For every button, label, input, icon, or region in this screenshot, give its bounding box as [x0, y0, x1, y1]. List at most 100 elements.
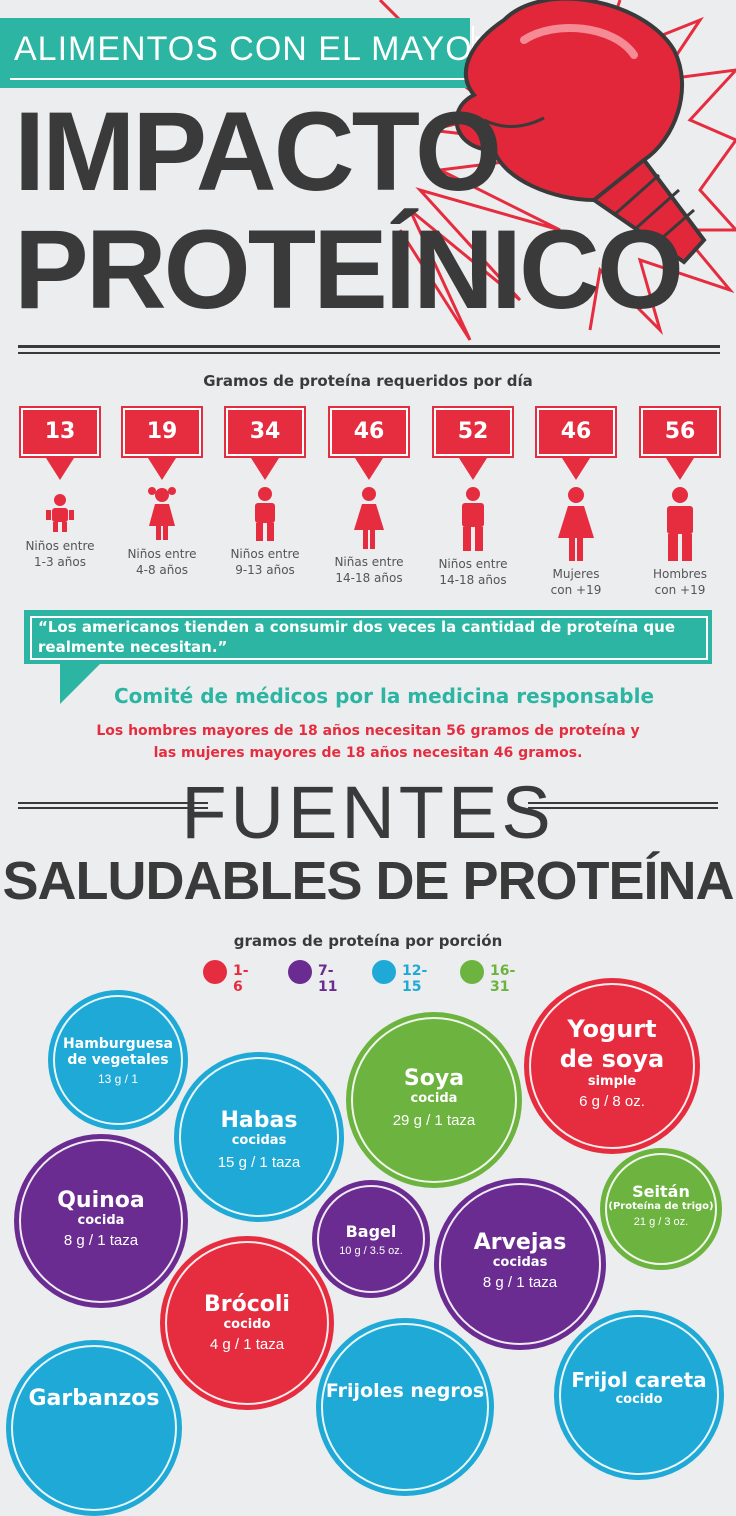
- requirement-value: 46: [330, 408, 408, 456]
- requirement-label: Niños entre: [127, 547, 197, 561]
- food-sub: cocida: [410, 1091, 458, 1106]
- section-title-line-1: FUENTES: [181, 771, 555, 854]
- note-line-2: las mujeres mayores de 18 años necesitan…: [153, 745, 583, 761]
- food-circle-soya: Soya cocida 29 g / 1 taza: [346, 1012, 522, 1188]
- requirement-age: 14-18 años: [335, 571, 403, 585]
- banner-text: ALIMENTOS CON EL MAYOR: [14, 30, 499, 68]
- food-sub: cocidas: [231, 1133, 287, 1148]
- requirement-item: 19 Niños entre 4-8 años: [117, 408, 207, 578]
- food-circle-habas: Habas cocidas 15 g / 1 taza: [174, 1052, 344, 1222]
- food-name: Garbanzos: [28, 1386, 160, 1411]
- requirement-label: Niñas entre: [334, 555, 404, 569]
- circle-ring: [439, 1183, 601, 1345]
- food-sub: (Proteína de trigo): [608, 1201, 714, 1212]
- quote-source: Comité de médicos por la medicina respon…: [114, 684, 655, 708]
- toddler-icon: [46, 494, 74, 532]
- food-name: Hamburguesa: [63, 1036, 173, 1052]
- food-name: Arvejas: [473, 1230, 567, 1255]
- food-value: 10 g / 3.5 oz.: [339, 1245, 403, 1257]
- food-name: Frijol careta: [571, 1368, 707, 1392]
- title-banner: [0, 18, 470, 88]
- circle-ring: [317, 1185, 425, 1293]
- teen-girl-icon: [354, 487, 384, 549]
- teen-boy-icon: [462, 487, 484, 551]
- quote-text: “Los americanos tienden a consumir dos v…: [38, 618, 676, 656]
- pointer-triangle: [251, 458, 279, 480]
- divider: [18, 345, 720, 348]
- legend-dot: [288, 960, 312, 984]
- requirement-label: Hombres: [653, 567, 707, 581]
- requirement-item: 56 Hombres con +19: [635, 408, 725, 598]
- divider: [18, 352, 720, 354]
- requirement-value: 34: [226, 408, 304, 456]
- food-value: 13 g / 1: [97, 1072, 139, 1086]
- food-circle-seitan: Seitán (Proteína de trigo) 21 g / 3 oz.: [600, 1148, 722, 1270]
- food-name: Brócoli: [204, 1292, 290, 1317]
- food-circle-frijol-careta: Frijol careta cocido: [554, 1310, 724, 1480]
- circle-ring: [605, 1153, 717, 1265]
- requirement-value: 56: [641, 408, 719, 456]
- legend-dot: [203, 960, 227, 984]
- food-name: Seitán: [632, 1182, 690, 1201]
- requirement-item: 34 Niños entre 9-13 años: [220, 408, 310, 578]
- divider: [528, 802, 718, 809]
- food-name: Bagel: [345, 1222, 397, 1241]
- requirement-age: con +19: [654, 583, 706, 597]
- food-sub: simple: [587, 1074, 637, 1089]
- circle-ring: [53, 995, 183, 1125]
- requirement-age: 1-3 años: [34, 555, 86, 569]
- requirement-label: Mujeres: [552, 567, 600, 581]
- food-name: Quinoa: [57, 1188, 145, 1213]
- requirement-item: 46 Mujeres con +19: [531, 408, 621, 598]
- legend-label: 12-15: [402, 963, 428, 995]
- food-value: 6 g / 8 oz.: [579, 1093, 645, 1110]
- title-line-1: IMPACTO: [14, 89, 502, 214]
- legend-dot: [372, 960, 396, 984]
- title-line-2: PROTEÍNICO: [14, 207, 684, 332]
- requirements-subtitle: Gramos de proteína requeridos por día: [203, 372, 533, 390]
- circle-ring: [321, 1323, 489, 1491]
- man-icon: [667, 487, 693, 561]
- divider: [18, 802, 208, 809]
- food-circle-brocoli: Brócoli cocido 4 g / 1 taza: [160, 1236, 334, 1410]
- requirement-label: Niños entre: [230, 547, 300, 561]
- circle-ring: [529, 983, 695, 1149]
- circle-ring: [11, 1345, 177, 1511]
- quote-box: “Los americanos tienden a consumir dos v…: [24, 610, 712, 664]
- requirement-value: 13: [21, 408, 99, 456]
- food-sub: cocida: [77, 1213, 125, 1228]
- circle-ring: [351, 1017, 517, 1183]
- note-line-1: Los hombres mayores de 18 años necesitan…: [96, 723, 640, 739]
- legend-label: 1-6: [233, 963, 249, 995]
- food-circle-bagel: Bagel 10 g / 3.5 oz.: [312, 1180, 430, 1298]
- requirement-age: 9-13 años: [235, 563, 295, 577]
- requirement-item: 46 Niñas entre 14-18 años: [324, 408, 414, 586]
- section-title-line-2: SALUDABLES DE PROTEÍNA: [2, 851, 734, 911]
- food-value: 8 g / 1 taza: [63, 1232, 139, 1249]
- pointer-triangle: [46, 458, 74, 480]
- food-value: 4 g / 1 taza: [209, 1336, 285, 1353]
- food-name: Frijoles negros: [325, 1380, 485, 1402]
- requirement-age: 4-8 años: [136, 563, 188, 577]
- pointer-triangle: [666, 458, 694, 480]
- food-sub: cocido: [223, 1317, 271, 1332]
- food-circle-frijoles-negros: Frijoles negros: [316, 1318, 494, 1496]
- pointer-triangle: [459, 458, 487, 480]
- food-name: Yogurt: [567, 1015, 657, 1043]
- requirement-age: con +19: [550, 583, 602, 597]
- requirement-value: 46: [537, 408, 615, 456]
- legend-title: gramos de proteína por porción: [233, 932, 503, 950]
- pointer-triangle: [562, 458, 590, 480]
- legend-label: 7-11: [318, 963, 338, 995]
- legend-label: 16-31: [490, 963, 516, 995]
- food-name-2: de vegetales: [67, 1052, 169, 1068]
- boxing-glove-icon: [454, 0, 707, 265]
- requirement-value: 52: [434, 408, 512, 456]
- quote-tail: [60, 664, 100, 704]
- food-circle-quinoa: Quinoa cocida 8 g / 1 taza: [14, 1134, 188, 1308]
- food-circle-soy-yogurt: Yogurt de soya simple 6 g / 8 oz.: [524, 978, 700, 1154]
- food-name: Habas: [220, 1108, 298, 1133]
- food-sub: cocido: [615, 1392, 663, 1407]
- requirement-item: 52 Niños entre 14-18 años: [428, 408, 518, 588]
- requirement-age: 14-18 años: [439, 573, 507, 587]
